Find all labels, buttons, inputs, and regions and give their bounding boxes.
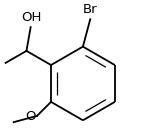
Text: O: O (25, 110, 36, 123)
Text: OH: OH (21, 11, 42, 24)
Text: Br: Br (83, 3, 98, 16)
